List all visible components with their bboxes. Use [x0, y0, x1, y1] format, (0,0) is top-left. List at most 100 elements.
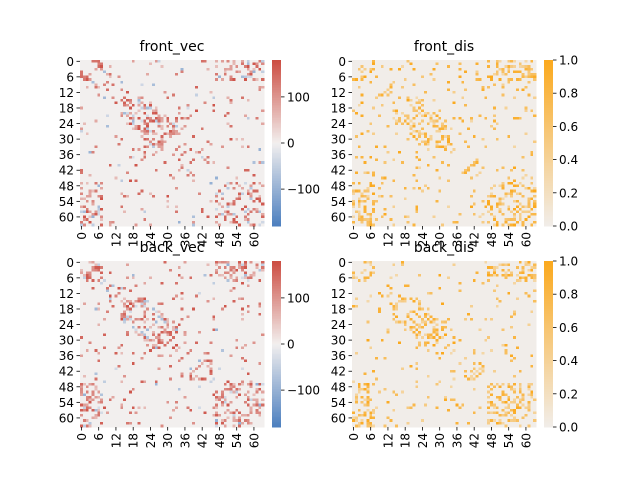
- heatmap-cell: [204, 153, 207, 156]
- heatmap-cell: [238, 89, 241, 92]
- heatmap-cell: [250, 174, 253, 177]
- heatmap-cell: [189, 210, 192, 213]
- heatmap-cell: [140, 197, 143, 200]
- heatmap-cell: [181, 182, 184, 185]
- heatmap-cell: [195, 159, 198, 162]
- heatmap-cell: [109, 70, 112, 73]
- heatmap-cell: [438, 65, 441, 68]
- heatmap-cell: [149, 133, 152, 136]
- heatmap-cell: [155, 200, 158, 203]
- heatmap-cell: [123, 164, 126, 167]
- heatmap-cell: [117, 203, 120, 206]
- heatmap-cell: [80, 213, 83, 216]
- heatmap-cell: [230, 216, 233, 219]
- heatmap-cell: [430, 60, 433, 63]
- heatmap-cell: [138, 138, 141, 141]
- heatmap-cell: [398, 89, 401, 92]
- heatmap-cell: [198, 151, 201, 154]
- heatmap-cell: [135, 159, 138, 162]
- heatmap-cell: [461, 81, 464, 84]
- heatmap-cell: [132, 166, 135, 169]
- heatmap-cell: [255, 205, 258, 208]
- heatmap-cell: [221, 161, 224, 164]
- heatmap-cell: [92, 104, 95, 107]
- heatmap-cell: [261, 125, 264, 128]
- heatmap-cell: [83, 148, 86, 151]
- heatmap-cell: [247, 151, 250, 154]
- heatmap-cell: [117, 166, 120, 169]
- heatmap-cell: [235, 63, 238, 66]
- heatmap-cell: [175, 135, 178, 138]
- heatmap-cell: [92, 133, 95, 136]
- heatmap-cell: [92, 78, 95, 81]
- heatmap-cell: [123, 148, 126, 151]
- heatmap-cell: [204, 99, 207, 102]
- heatmap-cell: [198, 76, 201, 79]
- heatmap-cell: [80, 187, 83, 190]
- heatmap-cell: [230, 76, 233, 79]
- heatmap-cell: [115, 104, 118, 107]
- heatmap-cell: [112, 135, 115, 138]
- heatmap-cell: [126, 104, 129, 107]
- heatmap-cell: [238, 148, 241, 151]
- heatmap-cell: [230, 70, 233, 73]
- heatmap-cell: [235, 114, 238, 117]
- heatmap-cell: [247, 99, 250, 102]
- heatmap-cell: [481, 73, 484, 76]
- heatmap-cell: [241, 151, 244, 154]
- heatmap-cell: [227, 78, 230, 81]
- heatmap-cell: [241, 177, 244, 180]
- heatmap-cell: [83, 159, 86, 162]
- heatmap-cell: [129, 102, 132, 105]
- heatmap-cell: [381, 89, 384, 92]
- heatmap-cell: [221, 169, 224, 172]
- heatmap-cell: [253, 127, 256, 130]
- heatmap-cell: [132, 65, 135, 68]
- heatmap-cell: [253, 172, 256, 175]
- heatmap-cell: [149, 187, 152, 190]
- heatmap-cell: [120, 197, 123, 200]
- heatmap-cell: [123, 218, 126, 221]
- heatmap-cell: [209, 133, 212, 136]
- heatmap-cell: [253, 179, 256, 182]
- heatmap-cell: [247, 195, 250, 198]
- heatmap-cell: [201, 133, 204, 136]
- heatmap-cell: [427, 63, 430, 66]
- heatmap-cell: [123, 133, 126, 136]
- heatmap-cell: [117, 91, 120, 94]
- heatmap-cell: [253, 197, 256, 200]
- heatmap-cell: [117, 164, 120, 167]
- heatmap-cell: [186, 94, 189, 97]
- heatmap-cell: [172, 96, 175, 99]
- heatmap-cell: [410, 65, 413, 68]
- heatmap-cell: [255, 127, 258, 130]
- heatmap-cell: [106, 190, 109, 193]
- heatmap-cell: [215, 114, 218, 117]
- heatmap-cell: [204, 221, 207, 224]
- heatmap-cell: [201, 148, 204, 151]
- heatmap-cell: [235, 172, 238, 175]
- heatmap-cell: [513, 70, 516, 73]
- heatmap-cell: [123, 203, 126, 206]
- heatmap-cell: [120, 73, 123, 76]
- heatmap-cell: [232, 73, 235, 76]
- heatmap-cell: [112, 151, 115, 154]
- heatmap-cell: [198, 197, 201, 200]
- heatmap-cell: [120, 218, 123, 221]
- heatmap-cell: [215, 200, 218, 203]
- heatmap-cell: [120, 114, 123, 117]
- heatmap-cell: [470, 81, 473, 84]
- heatmap-cell: [461, 78, 464, 81]
- heatmap-cell: [94, 187, 97, 190]
- heatmap-cell: [235, 122, 238, 125]
- heatmap-cell: [261, 114, 264, 117]
- heatmap-cell: [189, 172, 192, 175]
- heatmap-cell: [255, 156, 258, 159]
- heatmap-cell: [250, 104, 253, 107]
- heatmap-cell: [129, 177, 132, 180]
- heatmap-cell: [172, 86, 175, 89]
- heatmap-cell: [201, 164, 204, 167]
- heatmap-cell: [244, 216, 247, 219]
- heatmap-cell: [123, 135, 126, 138]
- heatmap-cell: [112, 83, 115, 86]
